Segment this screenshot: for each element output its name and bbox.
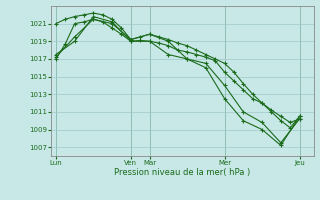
X-axis label: Pression niveau de la mer( hPa ): Pression niveau de la mer( hPa ) bbox=[114, 168, 251, 177]
